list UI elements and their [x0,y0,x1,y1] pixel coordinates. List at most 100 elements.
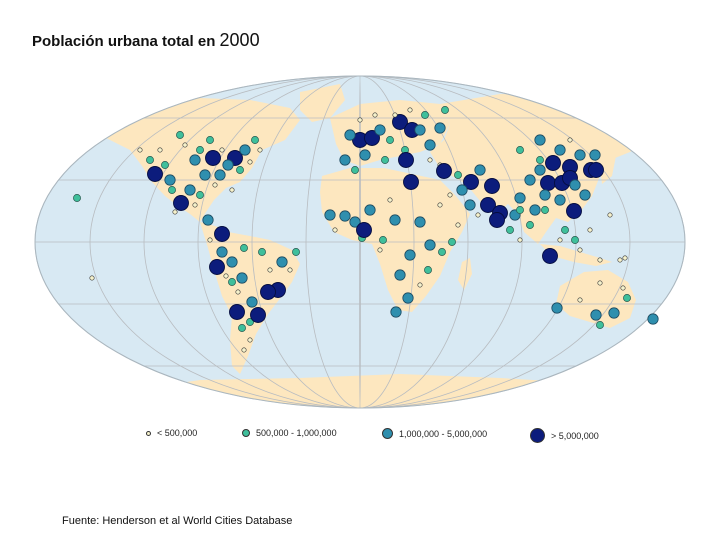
city-symbol [137,147,143,153]
city-symbol [344,129,356,141]
city-symbol [196,146,204,154]
city-symbol [404,249,416,261]
city-symbol [398,152,414,168]
legend-item-mega: > 5,000,000 [530,428,599,443]
city-symbol [332,227,338,233]
city-symbol [377,247,383,253]
city-symbol [551,302,563,314]
city-symbol [545,155,561,171]
city-symbol [182,142,188,148]
city-symbol [427,157,433,163]
land-indonesia [540,244,612,266]
city-symbol [387,197,393,203]
city-symbol [389,214,401,226]
city-symbol [202,214,214,226]
city-symbol [403,174,419,190]
city-symbol [173,195,189,211]
city-symbol [434,122,446,134]
city-symbol [402,292,414,304]
city-symbol [414,124,426,136]
city-symbol [247,337,253,343]
city-symbol [608,307,620,319]
city-symbol [189,154,201,166]
city-symbol [196,191,204,199]
city-symbol [517,237,523,243]
city-symbol [574,149,586,161]
city-symbol [454,171,462,179]
city-symbol [176,131,184,139]
map-title-text: Población urbana total en [32,33,216,50]
city-symbol [571,236,579,244]
city-symbol [239,144,251,156]
city-symbol [207,237,213,243]
city-symbol [524,174,536,186]
city-symbol [534,134,546,146]
city-symbol [392,112,398,118]
city-symbol [554,194,566,206]
city-symbol [417,282,423,288]
city-symbol [205,150,221,166]
city-symbol [424,266,432,274]
city-symbol [414,216,426,228]
city-symbol [588,162,604,178]
city-symbol [436,163,452,179]
city-dots [73,106,659,353]
city-symbol [146,156,154,164]
city-symbol [596,321,604,329]
city-symbol [251,136,259,144]
city-symbol [506,226,514,234]
map-legend: < 500,000 500,000 - 1,000,000 1,000,000 … [0,428,720,448]
city-symbol [463,174,479,190]
city-symbol [464,199,476,211]
land-japan [600,150,616,184]
city-symbol [240,244,248,252]
world-map [34,75,686,409]
city-symbol [229,187,235,193]
city-symbol [424,139,436,151]
city-symbol [394,269,406,281]
city-symbol [554,144,566,156]
city-symbol [339,154,351,166]
city-symbol [557,237,563,243]
city-symbol [542,248,558,264]
city-symbol [489,212,505,228]
city-symbol [381,156,389,164]
city-symbol [374,124,386,136]
city-symbol [372,112,378,118]
city-symbol [540,175,556,191]
city-symbol [617,257,623,263]
city-symbol [287,267,293,273]
legend-label-large: 1,000,000 - 5,000,000 [399,428,488,439]
source-note: Fuente: Henderson et al World Cities Dat… [62,515,293,527]
city-symbol [206,136,214,144]
city-symbol [577,297,583,303]
city-symbol [209,259,225,275]
city-symbol [455,222,461,228]
city-symbol [516,146,524,154]
city-symbol [223,273,229,279]
city-symbol [587,227,593,233]
city-symbol [364,130,380,146]
city-symbol [647,313,659,325]
legend-swatch-medium [242,429,250,437]
city-symbol [392,114,408,130]
legend-label-medium: 500,000 - 1,000,000 [256,428,337,438]
city-symbol [447,192,453,198]
city-symbol [258,248,266,256]
legend-swatch-large [382,428,393,439]
city-symbol [292,248,300,256]
city-symbol [236,272,248,284]
city-symbol [228,278,236,286]
city-symbol [238,324,246,332]
city-symbol [567,137,573,143]
city-symbol [386,136,394,144]
city-symbol [475,212,481,218]
map-title-year: 2000 [219,30,260,50]
land-antarctica [100,374,660,408]
city-symbol [349,216,361,228]
city-symbol [357,117,363,123]
city-symbol [456,184,468,196]
city-symbol [577,247,583,253]
city-symbol [216,246,228,258]
city-symbol [390,306,402,318]
